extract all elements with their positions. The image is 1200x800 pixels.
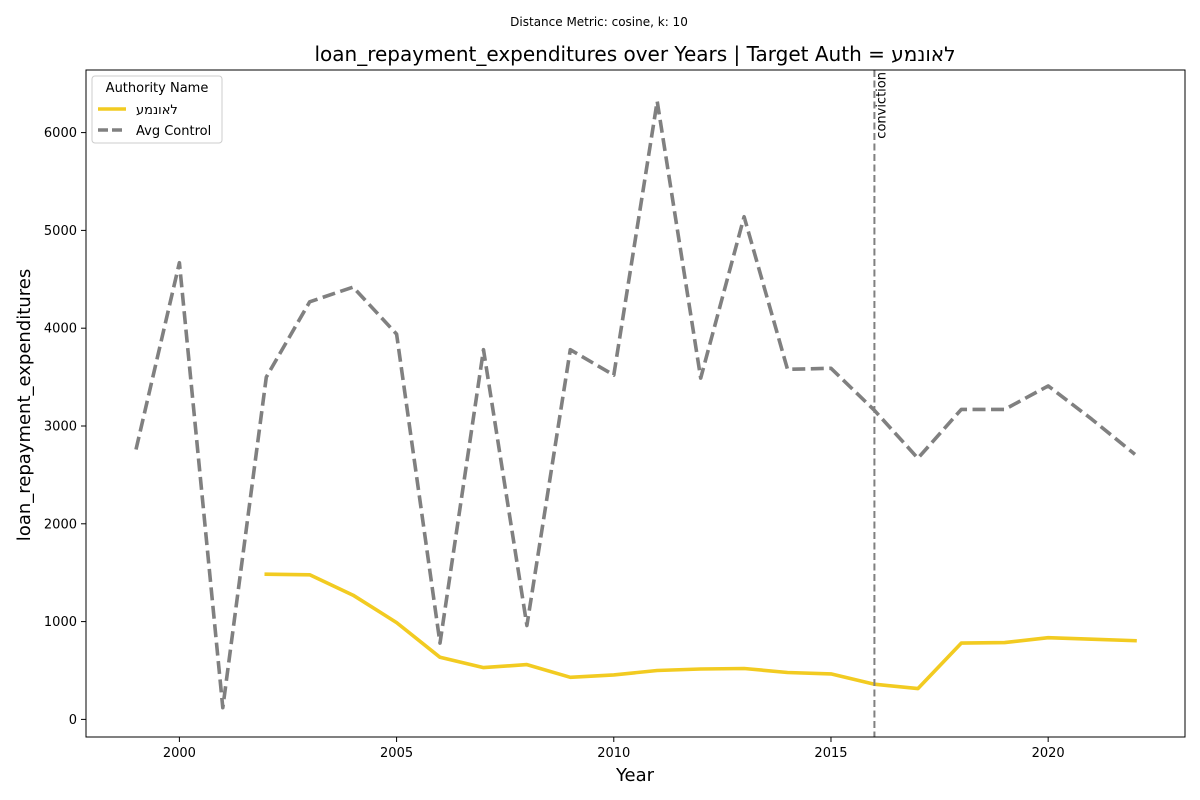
x-tick-label: 2005 bbox=[380, 746, 413, 761]
legend-title: Authority Name bbox=[106, 81, 209, 96]
y-tick-label: 5000 bbox=[44, 224, 77, 239]
legend-box bbox=[91, 75, 223, 144]
y-tick-label: 6000 bbox=[44, 126, 77, 141]
y-axis-label: loan_repayment_expenditures bbox=[14, 269, 35, 541]
y-tick-label: 4000 bbox=[44, 322, 77, 337]
series-line-avg-control bbox=[134, 99, 1137, 710]
x-tick-label: 2000 bbox=[163, 746, 196, 761]
y-tick-label: 3000 bbox=[44, 419, 77, 434]
legend-entry: לאונמע bbox=[136, 103, 178, 118]
y-tick-label: 2000 bbox=[44, 517, 77, 532]
y-tick-label: 0 bbox=[69, 713, 77, 728]
plot-frame bbox=[85, 69, 1186, 738]
x-tick-label: 2020 bbox=[1032, 746, 1065, 761]
chart-title: loan_repayment_expenditures over Years |… bbox=[314, 42, 955, 66]
legend-entry: Avg Control bbox=[136, 124, 211, 139]
y-tick-label: 1000 bbox=[44, 615, 77, 630]
x-tick-label: 2010 bbox=[597, 746, 630, 761]
series-line-target bbox=[264, 572, 1137, 691]
conviction-label: conviction bbox=[874, 72, 889, 139]
plot-area: 2000 2005 2010 2015 2020 0 1000 2000 3000 4000 500… bbox=[44, 69, 1186, 761]
x-axis-label: Year bbox=[615, 765, 655, 786]
chart-suptitle: Distance Metric: cosine, k: 10 bbox=[510, 15, 688, 29]
x-tick-label: 2015 bbox=[814, 746, 847, 761]
